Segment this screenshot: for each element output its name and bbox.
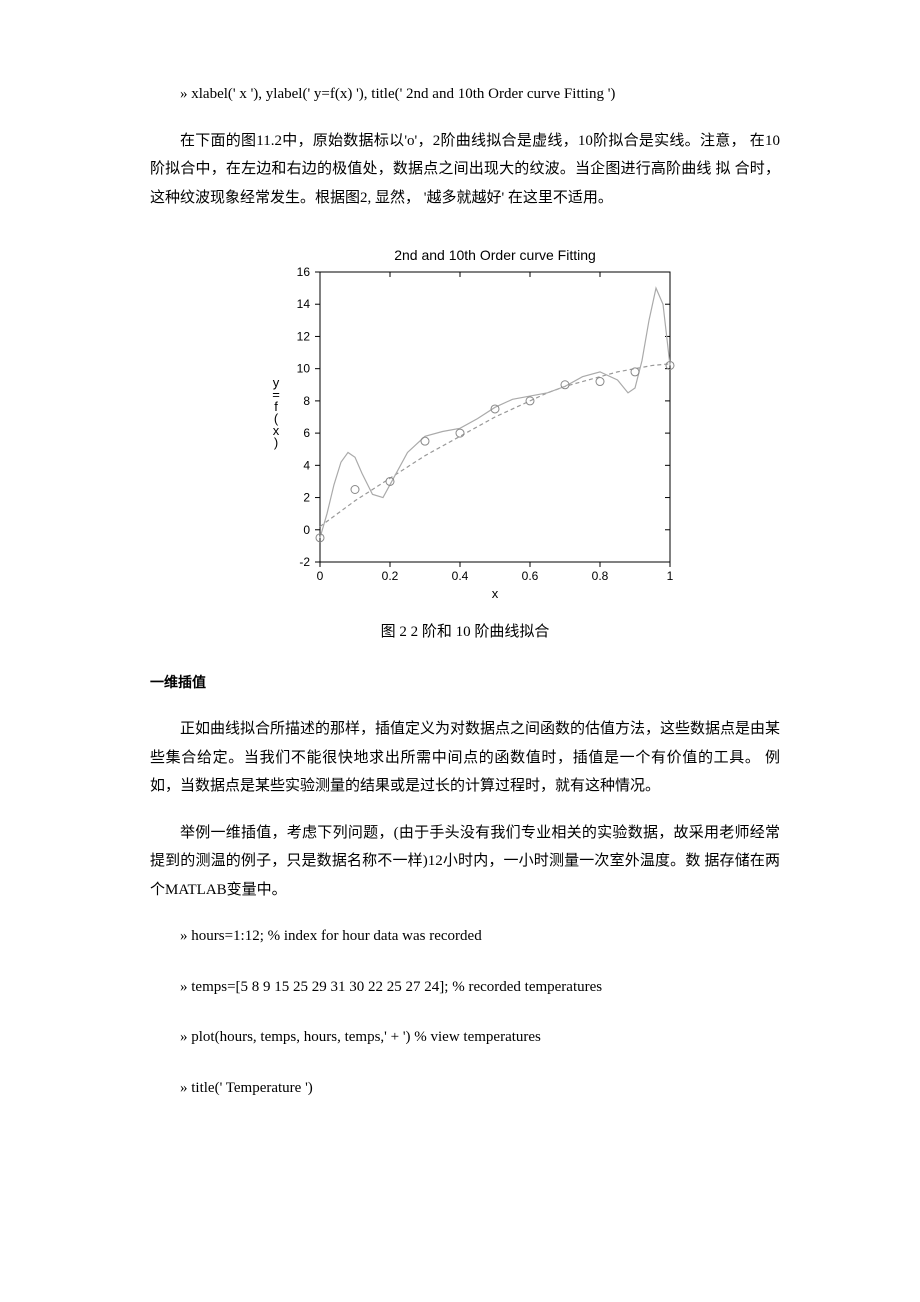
svg-text:16: 16	[297, 265, 311, 279]
section-header-interpolation: 一维插值	[150, 671, 780, 698]
svg-text:2nd and 10th Order curve Fitti: 2nd and 10th Order curve Fitting	[394, 247, 596, 263]
svg-text:0.6: 0.6	[522, 569, 539, 583]
chart-container: 2nd and 10th Order curve Fitting 0 0.2 0.4 0…	[150, 242, 780, 647]
svg-text:14: 14	[297, 297, 311, 311]
svg-text:): )	[274, 435, 278, 450]
svg-text:2: 2	[303, 491, 310, 505]
svg-text:6: 6	[303, 426, 310, 440]
svg-text:0.2: 0.2	[382, 569, 399, 583]
code-temps: » temps=[5 8 9 15 25 29 31 30 22 25 27 2…	[150, 973, 780, 1002]
svg-text:x: x	[492, 586, 499, 601]
code-hours: » hours=1:12; % index for hour data was …	[150, 922, 780, 951]
svg-text:4: 4	[303, 458, 310, 472]
svg-text:0.8: 0.8	[592, 569, 609, 583]
svg-text:12: 12	[297, 329, 311, 343]
svg-text:8: 8	[303, 394, 310, 408]
curve-fit-chart: 2nd and 10th Order curve Fitting 0 0.2 0.4 0…	[245, 242, 685, 612]
code-plot: » plot(hours, temps, hours, temps,' + ')…	[150, 1023, 780, 1052]
svg-text:-2: -2	[299, 555, 310, 569]
svg-text:10: 10	[297, 362, 311, 376]
svg-text:1: 1	[667, 569, 674, 583]
svg-text:0: 0	[317, 569, 324, 583]
paragraph-2: 正如曲线拟合所描述的那样，插值定义为对数据点之间函数的估值方法，这些数据点是由某…	[150, 715, 780, 801]
chart-caption: 图 2 2 阶和 10 阶曲线拟合	[381, 618, 550, 647]
paragraph-1: 在下面的图11.2中，原始数据标以'o'，2阶曲线拟合是虚线，10阶拟合是实线。…	[150, 127, 780, 213]
code-line-top: » xlabel(' x '), ylabel(' y=f(x) '), tit…	[150, 80, 780, 109]
svg-text:0.4: 0.4	[452, 569, 469, 583]
paragraph-3: 举例一维插值，考虑下列问题，(由于手头没有我们专业相关的实验数据，故采用老师经常…	[150, 819, 780, 905]
code-block: » hours=1:12; % index for hour data was …	[150, 922, 780, 1102]
code-title: » title(' Temperature ')	[150, 1074, 780, 1103]
svg-text:0: 0	[303, 523, 310, 537]
